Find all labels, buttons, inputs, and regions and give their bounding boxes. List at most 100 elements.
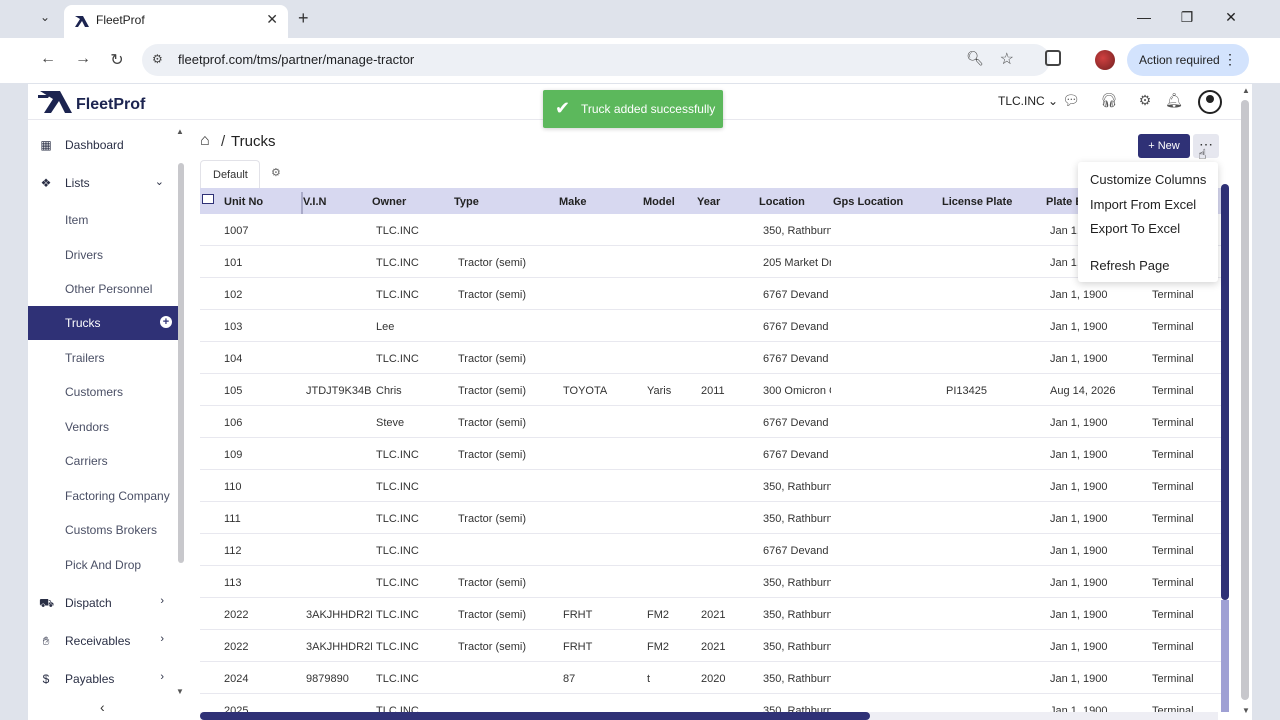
view-tab-default[interactable]: Default: [200, 160, 260, 188]
add-truck-icon[interactable]: +: [160, 316, 172, 328]
table-vertical-scrollbar[interactable]: [1221, 184, 1229, 600]
table-row[interactable]: 110 TLC.INC 350, Rathburn Jan 1, 1900 Termin…: [200, 470, 1224, 502]
sidebar-item-receivables[interactable]: ✋︎ Receivables ›: [28, 624, 178, 658]
minimize-icon[interactable]: —: [1137, 9, 1151, 25]
table-row[interactable]: 2022 3AKJHHDR2N TLC.INC Tractor (semi) FRHT F…: [200, 630, 1224, 662]
new-tab-icon[interactable]: +: [298, 8, 309, 28]
table-row[interactable]: 111 TLC.INC Tractor (semi) 350, Rathburn Jan…: [200, 502, 1224, 534]
chat-icon[interactable]: 💬︎: [1062, 92, 1080, 108]
column-header[interactable]: Model: [643, 196, 675, 208]
sidebar-item-pick-and-drop[interactable]: Pick And Drop: [28, 548, 178, 582]
notification-bell-icon[interactable]: 🔔︎: [1165, 92, 1183, 108]
home-icon[interactable]: ⌂: [200, 132, 210, 149]
sidebar-item-label: Other Personnel: [65, 282, 153, 296]
sidebar-scroll-up-icon[interactable]: ▲: [176, 127, 184, 136]
cell-type: Tractor (semi): [458, 385, 527, 397]
zoom-icon[interactable]: 🔍︎: [966, 50, 984, 66]
back-icon[interactable]: ←: [40, 50, 56, 67]
column-header[interactable]: Owner: [372, 196, 407, 208]
window-close-icon[interactable]: ✕: [1225, 9, 1237, 25]
menu-item-customize-columns[interactable]: Customize Columns: [1090, 172, 1207, 187]
sidebar-item-trailers[interactable]: Trailers: [28, 341, 178, 375]
tab-search-chevron-icon[interactable]: ⌄: [39, 10, 51, 24]
url-text[interactable]: fleetprof.com/tms/partner/manage-tractor: [178, 52, 415, 67]
menu-item-refresh-page[interactable]: Refresh Page: [1090, 258, 1170, 273]
menu-item-import-from-excel[interactable]: Import From Excel: [1090, 197, 1197, 212]
extensions-icon[interactable]: [1045, 50, 1061, 66]
settings-gear-icon[interactable]: ⚙: [1138, 92, 1152, 108]
table-row[interactable]: 105 JTDJT9K34B5 Chris Tractor (semi) TOYOTA Y…: [200, 374, 1224, 406]
bookmark-star-icon[interactable]: ☆: [999, 51, 1014, 68]
url-bar[interactable]: ⚙ fleetprof.com/tms/partner/manage-tract…: [142, 44, 1050, 76]
table-row[interactable]: 106 Steve Tractor (semi) 6767 Devand D Jan 1…: [200, 406, 1224, 438]
close-tab-icon[interactable]: ✕: [266, 11, 278, 27]
column-resize-handle[interactable]: [301, 192, 303, 214]
column-header[interactable]: Gps Location: [833, 196, 904, 208]
sidebar-item-other-personnel[interactable]: Other Personnel: [28, 272, 178, 306]
sidebar-item-trucks[interactable]: Trucks +: [28, 306, 178, 340]
table-row[interactable]: 2024 9879890 TLC.INC 87 t 2020 350, Rathburn Ja…: [200, 662, 1224, 694]
reload-icon[interactable]: ↻: [110, 52, 124, 69]
profile-avatar[interactable]: [1095, 50, 1115, 70]
logo[interactable]: FleetProf: [38, 89, 168, 115]
table-row[interactable]: 101 TLC.INC Tractor (semi) 205 Market Dr Jan…: [200, 246, 1224, 278]
column-header[interactable]: Type: [454, 196, 479, 208]
table-row[interactable]: 2025 TLC.INC 350, Rathburn Jan 1, 1900 Termi…: [200, 694, 1224, 714]
table-row[interactable]: 109 TLC.INC Tractor (semi) 6767 Devand D Jan…: [200, 438, 1224, 470]
column-header[interactable]: Unit No: [224, 196, 264, 208]
table-row[interactable]: 102 TLC.INC Tractor (semi) 6767 Devand D Jan…: [200, 278, 1224, 310]
cell-plate-expiry: Jan 1, 1900: [1050, 513, 1108, 525]
site-info-icon[interactable]: ⚙: [152, 52, 163, 66]
table-row[interactable]: 104 TLC.INC Tractor (semi) 6767 Devand D Jan…: [200, 342, 1224, 374]
menu-item-export-to-excel[interactable]: Export To Excel: [1090, 221, 1181, 236]
view-settings-gear-icon[interactable]: ⚙: [271, 167, 281, 179]
column-header[interactable]: Year: [697, 196, 721, 208]
action-required-button[interactable]: Action required ⋮: [1127, 44, 1249, 76]
column-header[interactable]: Make: [559, 196, 587, 208]
sidebar-item-customers[interactable]: Customers: [28, 375, 178, 409]
new-truck-button[interactable]: + New: [1138, 134, 1190, 158]
sidebar-item-lists[interactable]: ❖ Lists ⌄: [28, 166, 178, 200]
cell-unit-no: 102: [224, 289, 243, 301]
table-row[interactable]: 112 TLC.INC 6767 Devand D Jan 1, 1900 Termin…: [200, 534, 1224, 566]
sidebar-item-dashboard[interactable]: ▦ Dashboard: [28, 128, 178, 162]
sidebar-item-payables[interactable]: $ Payables ›: [28, 662, 178, 696]
more-options-button[interactable]: ⋯: [1193, 134, 1219, 158]
column-header[interactable]: Location: [759, 196, 805, 208]
sidebar-scroll-down-icon[interactable]: ▼: [176, 687, 184, 696]
sidebar-item-drivers[interactable]: Drivers: [28, 238, 178, 272]
column-header[interactable]: License Plate: [942, 196, 1013, 208]
sidebar-item-label: Pick And Drop: [65, 558, 142, 572]
column-header[interactable]: Plate E: [1046, 196, 1083, 208]
restore-icon[interactable]: ❐: [1180, 9, 1194, 25]
collapse-sidebar-icon[interactable]: ‹: [100, 699, 105, 715]
cell-plate-expiry: Jan 1, 1900: [1050, 353, 1108, 365]
browser-tab[interactable]: FleetProf ✕: [64, 5, 288, 38]
company-selector[interactable]: TLC.INC ⌄: [998, 94, 1059, 108]
page-scroll-down-icon[interactable]: ▼: [1242, 706, 1250, 715]
horizontal-scrollbar[interactable]: [200, 712, 870, 720]
cell-owner: TLC.INC: [376, 673, 419, 685]
sidebar-item-customs-brokers[interactable]: Customs Brokers: [28, 513, 178, 547]
sidebar-item-item[interactable]: Item: [28, 203, 178, 237]
user-avatar[interactable]: [1198, 90, 1222, 114]
sidebar-item-vendors[interactable]: Vendors: [28, 410, 178, 444]
column-header[interactable]: V.I.N: [303, 196, 327, 208]
sidebar-item-factoring-company[interactable]: Factoring Company: [28, 479, 178, 513]
address-toolbar: ← → ↻ ⚙ fleetprof.com/tms/partner/manage…: [0, 38, 1280, 83]
sidebar-item-carriers[interactable]: Carriers: [28, 444, 178, 478]
browser-menu-icon[interactable]: ⋮: [1223, 51, 1237, 67]
table-row[interactable]: 2022 3AKJHHDR2N TLC.INC Tractor (semi) FRHT F…: [200, 598, 1224, 630]
sidebar-item-dispatch[interactable]: ⛟ Dispatch ›: [28, 586, 178, 620]
table-row[interactable]: 113 TLC.INC Tractor (semi) 350, Rathburn Jan…: [200, 566, 1224, 598]
table-row[interactable]: 103 Lee 6767 Devand D Jan 1, 1900 Terminal: [200, 310, 1224, 342]
page-scrollbar[interactable]: [1241, 100, 1249, 700]
page-scroll-up-icon[interactable]: ▲: [1242, 86, 1250, 95]
table-vertical-scroll-track[interactable]: [1221, 600, 1229, 712]
support-headset-icon[interactable]: 🎧︎: [1100, 92, 1118, 108]
column-chooser-icon[interactable]: [202, 194, 214, 204]
cell-status: Terminal: [1152, 449, 1194, 461]
forward-icon[interactable]: →: [75, 50, 91, 67]
sidebar-scrollbar[interactable]: [178, 163, 184, 563]
